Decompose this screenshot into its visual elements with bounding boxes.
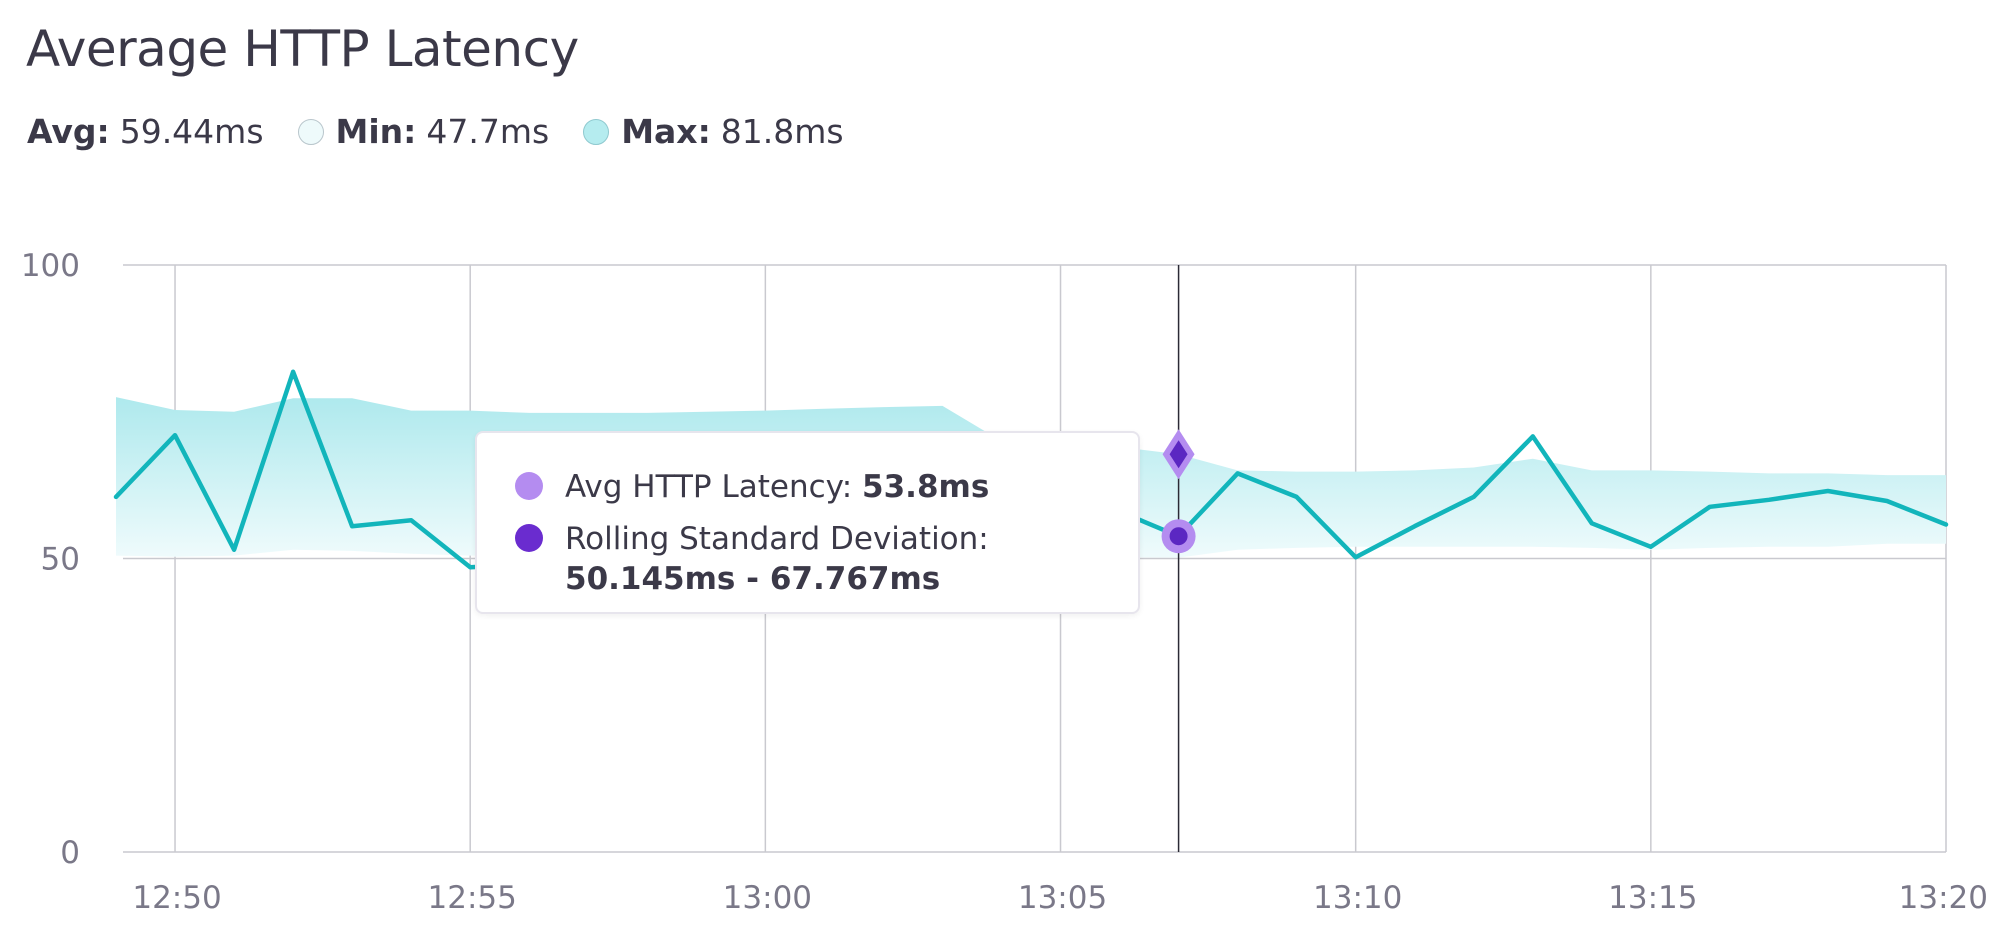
- tooltip-avg-row: Avg HTTP Latency: 53.8ms: [515, 467, 989, 507]
- tooltip-avg-text: Avg HTTP Latency: 53.8ms: [565, 467, 989, 507]
- y-tick-label: 0: [60, 835, 80, 871]
- max-swatch-icon: [583, 118, 610, 145]
- summary-stats: Avg: 59.44ms Min: 47.7ms Max: 81.8ms: [27, 112, 878, 151]
- x-tick-label: 13:10: [1313, 880, 1402, 916]
- tooltip-avg-value: 53.8ms: [862, 469, 990, 505]
- band-upper-marker-inner: [1169, 440, 1188, 469]
- y-tick-label: 100: [21, 248, 80, 284]
- min-swatch-icon: [297, 118, 324, 145]
- stat-avg: Avg: 59.44ms: [27, 112, 264, 151]
- tooltip-std-row: Rolling Standard Deviation: 50.145ms - 6…: [515, 519, 989, 599]
- x-tick-label: 12:55: [428, 880, 517, 916]
- stat-avg-value: 59.44ms: [119, 112, 264, 151]
- stat-min-label: Min:: [335, 112, 417, 151]
- x-tick-label: 13:20: [1899, 880, 1988, 916]
- x-tick-label: 13:15: [1608, 880, 1697, 916]
- avg-series-dot-icon: [515, 472, 543, 500]
- tooltip-std-value: 50.145ms - 67.767ms: [565, 561, 941, 597]
- stat-max-value: 81.8ms: [720, 112, 844, 151]
- tooltip-std-label: Rolling Standard Deviation:: [565, 521, 989, 557]
- chart-title: Average HTTP Latency: [26, 20, 579, 78]
- y-tick-label: 50: [41, 542, 80, 578]
- x-tick-label: 12:50: [132, 880, 221, 916]
- stat-max: Max: 81.8ms: [583, 112, 844, 151]
- stat-max-label: Max:: [621, 112, 711, 151]
- tooltip-avg-label: Avg HTTP Latency:: [565, 469, 853, 505]
- stat-min: Min: 47.7ms: [297, 112, 550, 151]
- std-series-dot-icon: [515, 524, 543, 552]
- stat-avg-label: Avg:: [27, 112, 110, 151]
- x-tick-label: 13:05: [1018, 880, 1107, 916]
- chart-tooltip: Avg HTTP Latency: 53.8ms Rolling Standar…: [475, 431, 1140, 614]
- tooltip-std-text: Rolling Standard Deviation: 50.145ms - 6…: [565, 519, 989, 599]
- stat-min-value: 47.7ms: [426, 112, 550, 151]
- x-tick-label: 13:00: [723, 880, 812, 916]
- avg-hover-marker-inner: [1169, 527, 1188, 546]
